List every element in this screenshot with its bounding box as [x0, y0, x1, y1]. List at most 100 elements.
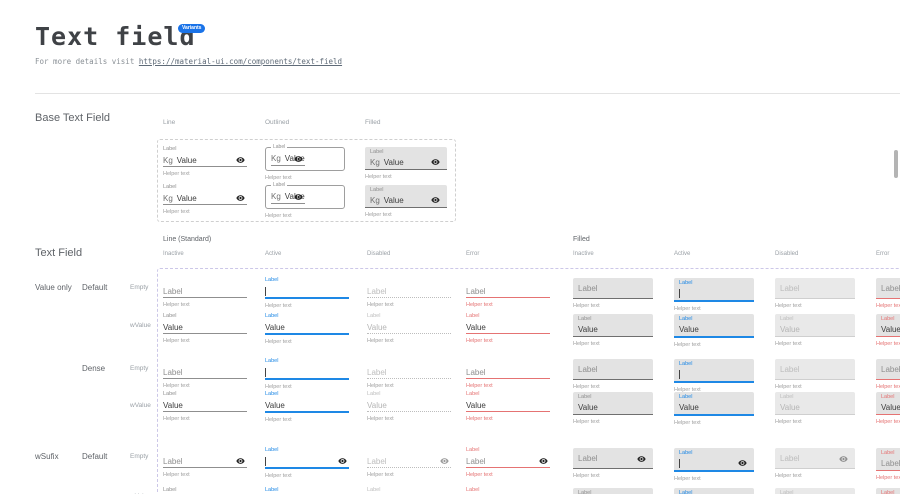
base-text-field-line[interactable]: Label Kg Value Helper text — [163, 183, 247, 215]
text-field-filled-active-value[interactable]: Label Value Helper text — [674, 392, 754, 426]
helper-text: Helper text — [466, 416, 493, 422]
helper-text: Helper text — [466, 472, 493, 478]
scrollbar-thumb[interactable] — [894, 150, 898, 178]
field-label: Label — [466, 313, 480, 319]
text-field-filled-inactive-empty[interactable]: Label Helper text — [573, 278, 653, 309]
text-field-filled-error-empty[interactable]: Label Helper text — [876, 278, 900, 309]
text-field-line-disabled-value[interactable]: Label Value Helper text — [367, 312, 451, 344]
helper-text: Helper text — [876, 475, 900, 481]
field-label — [163, 446, 247, 455]
state-header-error: Error — [466, 251, 480, 257]
text-field-line-error-empty[interactable]: Label Helper text — [466, 357, 550, 389]
text-field-line-inactive-value[interactable]: Label Value Helper text — [163, 390, 247, 422]
text-field-filled-inactive-value[interactable]: Label Value Helper text — [573, 314, 653, 347]
text-field-line-inactive-empty[interactable]: Label Helper text — [163, 276, 247, 308]
text-field-line-error-value[interactable]: Label Value Helper text — [466, 312, 550, 344]
base-text-field-filled[interactable]: Label Kg Value Helper text — [365, 147, 447, 180]
field-label: Label — [370, 149, 384, 155]
text-field-filled-disabled-empty[interactable]: Label Helper text — [775, 278, 855, 309]
field-label: Label — [881, 316, 895, 322]
text-field-line-active-value[interactable]: Label Value Helper text — [265, 312, 349, 345]
visibility-icon[interactable] — [236, 457, 245, 466]
text-field-filled-disabled-empty-suffix[interactable]: Label Helper text — [775, 448, 855, 479]
visibility-icon[interactable] — [236, 194, 245, 203]
text-field-filled-disabled-empty[interactable]: Label Helper text — [775, 359, 855, 390]
field-label-placeholder: Label — [578, 365, 598, 374]
text-field-filled-inactive-empty[interactable]: Label Helper text — [573, 359, 653, 390]
base-text-field-line[interactable]: Label Kg Value Helper text — [163, 145, 247, 177]
text-field-line-error-empty[interactable]: Label Helper text — [466, 276, 550, 308]
field-label — [466, 357, 550, 366]
variants-badge: Variants — [178, 24, 206, 33]
field-value: Value — [176, 193, 197, 203]
field-label: Label — [466, 487, 480, 493]
helper-text: Helper text — [265, 384, 292, 390]
text-field-filled-disabled-value[interactable]: Label Value Helper text — [775, 392, 855, 425]
field-label-placeholder: Label — [466, 367, 486, 377]
text-field-line-inactive-empty-suffix[interactable]: Label Helper text — [163, 446, 247, 478]
text-field-filled-active-empty-suffix[interactable]: Label Helper text — [674, 448, 754, 482]
text-field-line-active-empty[interactable]: Label Helper text — [265, 276, 349, 309]
text-field-filled-inactive-empty-suffix[interactable]: Label Helper text — [573, 448, 653, 479]
visibility-icon[interactable] — [637, 454, 646, 463]
text-caret — [679, 369, 680, 379]
text-field-line-disabled-empty[interactable]: Label Helper text — [367, 357, 451, 389]
visibility-icon[interactable] — [431, 158, 440, 167]
text-field-filled-inactive-value[interactable]: Label Value Helper text — [573, 392, 653, 425]
text-field-line-inactive-value[interactable]: Label Value Helper text — [163, 312, 247, 344]
text-field-line-inactive-empty[interactable]: Label Helper text — [163, 357, 247, 389]
text-field-filled-active-value[interactable]: Label Value Helper text — [674, 314, 754, 348]
text-field-line-disabled-empty[interactable]: Label Helper text — [367, 276, 451, 308]
text-field-filled-active-empty[interactable]: Label Helper text — [674, 359, 754, 393]
text-field-filled-disabled-value[interactable]: Label Value Helper text — [775, 314, 855, 347]
text-field-line-active-empty-suffix[interactable]: Label Helper text — [265, 446, 349, 479]
helper-text: Helper text — [775, 473, 802, 479]
text-field-line-active-empty[interactable]: Label Helper text — [265, 357, 349, 390]
visibility-icon[interactable] — [738, 459, 747, 468]
text-field-filled-error-value[interactable]: Label Value Helper text — [876, 392, 900, 425]
text-field-line-disabled-value[interactable]: Label Value Helper text — [367, 390, 451, 422]
text-field-filled-error-empty-suffix[interactable]: Label Label Helper text — [876, 448, 900, 481]
base-text-field-filled[interactable]: Label Kg Value Helper text — [365, 185, 447, 218]
field-label: Label — [163, 184, 177, 190]
visibility-icon[interactable] — [294, 192, 303, 201]
text-field-line-active-value[interactable]: Label Value Helper text — [265, 390, 349, 423]
state-header-disabled: Disabled — [775, 251, 799, 257]
helper-text: Helper text — [674, 387, 701, 393]
scrollbar[interactable] — [893, 0, 899, 494]
visibility-icon[interactable] — [294, 154, 303, 163]
field-label-placeholder: Label — [881, 458, 900, 468]
visibility-icon[interactable] — [539, 457, 548, 466]
text-field-line-error-value[interactable]: Label Value Helper text — [466, 390, 550, 422]
visibility-icon[interactable] — [440, 457, 449, 466]
text-field-line-error-empty-suffix[interactable]: Label Label Helper text — [466, 446, 550, 478]
text-field-line-disabled-empty-suffix[interactable]: Label Helper text — [367, 446, 451, 478]
visibility-icon[interactable] — [338, 457, 347, 466]
docs-link[interactable]: https://material-ui.com/components/text-… — [138, 57, 343, 66]
text-field-filled-error-empty[interactable]: Label Helper text — [876, 359, 900, 390]
text-field-filled-active-empty[interactable]: Label Helper text — [674, 278, 754, 312]
text-field-filled-error-value[interactable]: Label Value Helper text — [876, 314, 900, 347]
field-value: Value — [265, 400, 285, 410]
visibility-icon[interactable] — [236, 156, 245, 165]
field-label-placeholder: Label — [163, 367, 183, 377]
field-label-placeholder: Label — [367, 456, 387, 466]
field-label: Label — [679, 490, 693, 494]
visibility-icon[interactable] — [431, 196, 440, 205]
base-section-title: Base Text Field — [35, 112, 111, 124]
base-frame — [157, 139, 456, 222]
visibility-icon[interactable] — [839, 454, 848, 463]
field-value: Value — [163, 322, 183, 332]
field-label: Label — [265, 487, 279, 493]
